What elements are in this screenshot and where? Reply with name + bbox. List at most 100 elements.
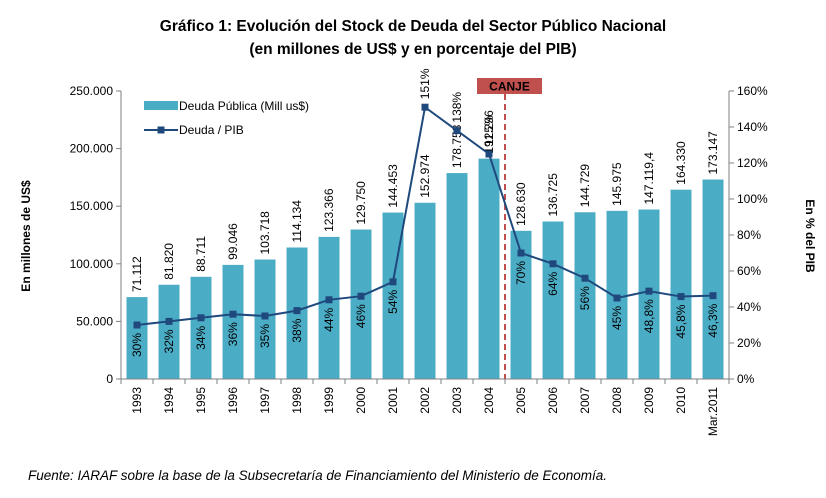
y2-tick-label: 20% [737,336,761,350]
bar-value-label: 114.134 [290,200,304,243]
bar [574,212,596,379]
canje-label: CANJE [489,80,530,94]
ratio-value-label: 151% [418,68,432,99]
bar [478,158,500,379]
ratio-marker [389,278,397,286]
y-tick-label: 0 [106,372,113,386]
ratio-marker [549,260,557,268]
canje-label-box [477,78,542,94]
bar [510,230,532,379]
x-tick-label: 1999 [322,387,336,414]
ratio-marker [229,310,237,318]
bar [222,264,244,379]
bar-value-label: 81.820 [162,243,176,280]
legend-line-marker [157,126,165,134]
bar [126,297,148,379]
ratio-value-label: 44% [322,307,336,331]
ratio-value-label: 32% [162,329,176,353]
ratio-marker [517,249,525,257]
bar-value-label: 99.046 [226,223,240,260]
ratio-value-label: 45,8% [674,304,688,338]
y2-axis-label: En % del PIB [803,199,817,273]
ratio-marker [293,307,301,315]
ratio-marker [357,292,365,300]
x-tick-label: 2000 [354,387,368,414]
bar [158,284,180,379]
ratio-value-label: 36% [226,322,240,346]
ratio-value-label: 46% [354,304,368,328]
bar-value-label: 173.147 [706,131,720,175]
x-tick-label: 1997 [258,387,272,414]
ratio-marker [165,317,173,325]
y2-tick-label: 80% [737,228,761,242]
bar-value-label: 191.296 [482,110,496,154]
bar-value-label: 71.112 [130,256,144,292]
legend: Deuda Pública (Mill us$) Deuda / PIB [144,99,309,137]
ratio-value-label: 138% [450,92,464,123]
y-tick-label: 150.000 [70,199,114,213]
bar-value-label: 144.453 [386,164,400,208]
bar-value-label: 147.119,4 [642,152,656,205]
legend-bar-label: Deuda Pública (Mill us$) [179,99,309,113]
y2-tick-label: 0% [737,372,755,386]
bar [350,229,372,379]
x-tick-label: 1993 [130,387,144,414]
y-tick-label: 200.000 [70,142,114,156]
bar [190,276,212,379]
x-tick-label: 2009 [642,387,656,414]
ratio-value-label: 70% [514,261,528,285]
x-tick-label: 2007 [578,387,592,414]
ratio-marker [453,127,461,135]
bar-value-label: 145.975 [610,162,624,206]
ratio-value-label: 46,3% [706,303,720,337]
y-tick-label: 250.000 [70,84,114,98]
ratio-value-label: 30% [130,333,144,357]
bar-value-label: 128.630 [514,182,528,226]
bar [542,221,564,379]
x-tick-label: 2001 [386,387,400,414]
bar [414,202,436,379]
ratio-marker [645,287,653,295]
ratio-marker [197,314,205,322]
legend-bar-swatch [144,101,178,110]
ratio-value-label: 56% [578,286,592,310]
ratio-marker [677,293,685,301]
x-tick-label: 1998 [290,387,304,414]
y2-tick-label: 160% [737,84,768,98]
y-tick-label: 50.000 [76,314,113,328]
bar-value-label: 103.718 [258,211,272,255]
ratio-marker [613,294,621,302]
y2-tick-label: 100% [737,192,768,206]
bar-value-label: 164.330 [674,141,688,185]
x-tick-label: 2005 [514,387,528,414]
x-tick-label: 2004 [482,387,496,414]
ratio-marker [581,274,589,282]
ratio-marker [133,321,141,329]
x-tick-label: 2006 [546,387,560,414]
source-note: Fuente: IARAF sobre la base de la Subsec… [28,468,607,483]
bar [446,173,468,379]
ratio-value-label: 34% [194,325,208,349]
bar [670,189,692,379]
bar-value-label: 152.974 [418,154,432,198]
x-tick-label: 1994 [162,387,176,414]
ratio-value-label: 125% [482,115,496,146]
bar-value-label: 129.750 [354,181,368,225]
ratio-value-label: 35% [258,324,272,348]
x-tick-label: 2002 [418,387,432,414]
y-tick-label: 100.000 [70,257,114,271]
ratio-value-label: 48,8% [642,299,656,333]
ratio-value-label: 45% [610,306,624,330]
ratio-value-label: 54% [386,289,400,313]
ratio-marker [261,312,269,320]
ratio-marker [421,103,429,111]
y2-tick-label: 40% [737,300,761,314]
ratio-value-label: 38% [290,318,304,342]
x-tick-label: Mar.2011 [706,387,720,436]
y-axis-label: En millones de US$ [19,180,33,292]
y2-tick-label: 120% [737,156,768,170]
chart-subtitle: (en millones de US$ y en porcentaje del … [249,41,576,58]
y2-tick-label: 140% [737,120,768,134]
ratio-marker [709,292,717,300]
